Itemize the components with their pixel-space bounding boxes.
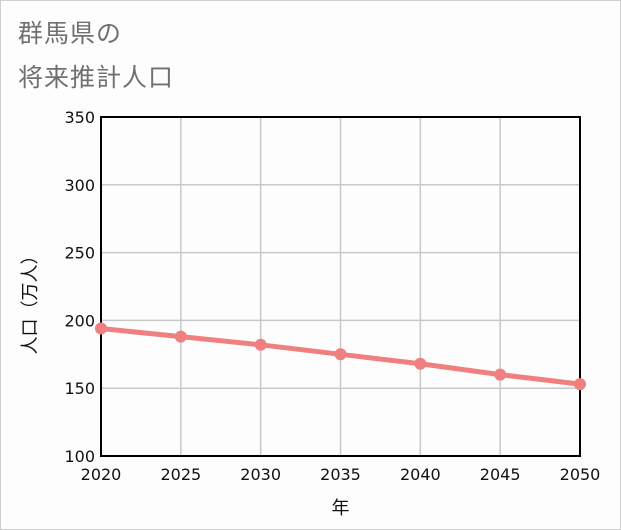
x-axis-label: 年 [332, 498, 350, 519]
grid-lines [100, 116, 581, 457]
x-tick-label: 2035 [320, 465, 361, 484]
x-tick-label: 2045 [480, 465, 521, 484]
x-tick-label: 2030 [240, 465, 281, 484]
x-axis-ticks: 2020 2025 2030 2035 2040 2045 2050 [81, 465, 601, 484]
data-point[interactable] [174, 330, 187, 343]
y-axis-ticks: 100 150 200 250 300 350 [64, 108, 95, 466]
y-tick-label: 100 [64, 447, 95, 466]
data-point[interactable] [95, 322, 107, 335]
x-tick-label: 2040 [400, 465, 441, 484]
chart-title-line2: 将来推計人口 [18, 63, 175, 92]
y-axis-label: 人口（万人） [20, 247, 41, 355]
y-tick-label: 200 [64, 311, 95, 330]
data-point[interactable] [494, 368, 507, 381]
plot-area-border [100, 116, 581, 457]
chart-title-line1: 群馬県の [18, 19, 123, 48]
y-tick-label: 150 [64, 379, 95, 398]
x-tick-label: 2025 [160, 465, 201, 484]
data-point[interactable] [574, 378, 586, 391]
x-tick-label: 2050 [560, 465, 601, 484]
y-tick-label: 250 [64, 244, 95, 263]
y-tick-label: 300 [64, 176, 95, 195]
data-series [95, 322, 586, 391]
data-point[interactable] [334, 348, 347, 361]
x-tick-label: 2020 [81, 465, 122, 484]
y-tick-label: 350 [64, 108, 95, 127]
data-point[interactable] [414, 357, 427, 370]
data-point[interactable] [254, 338, 267, 351]
